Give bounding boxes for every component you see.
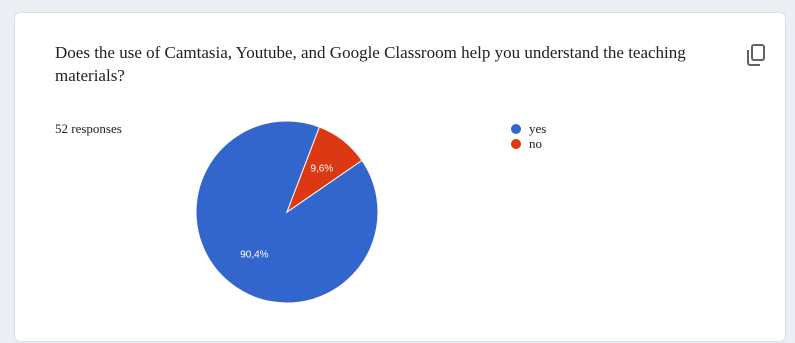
legend-label-yes: yes bbox=[529, 120, 547, 136]
legend-swatch-yes bbox=[511, 123, 521, 134]
pie-chart: 90,4% 9,6% bbox=[195, 120, 379, 304]
chart-legend: yes no bbox=[511, 121, 546, 151]
copy-chart-button[interactable] bbox=[745, 43, 767, 67]
pie-slice-no[interactable] bbox=[285, 126, 363, 214]
legend-item-no[interactable]: no bbox=[511, 136, 546, 151]
question-card: Does the use of Camtasia, Youtube, and G… bbox=[14, 12, 786, 342]
copy-icon bbox=[747, 44, 765, 66]
legend-item-yes[interactable]: yes bbox=[511, 121, 546, 136]
question-title: Does the use of Camtasia, Youtube, and G… bbox=[55, 43, 686, 85]
slice-label-yes: 90,4% bbox=[240, 250, 268, 261]
legend-label-no: no bbox=[529, 135, 542, 151]
legend-swatch-no bbox=[511, 138, 521, 149]
slice-label-no: 9,6% bbox=[310, 164, 333, 175]
response-count: 52 responses bbox=[55, 121, 122, 136]
